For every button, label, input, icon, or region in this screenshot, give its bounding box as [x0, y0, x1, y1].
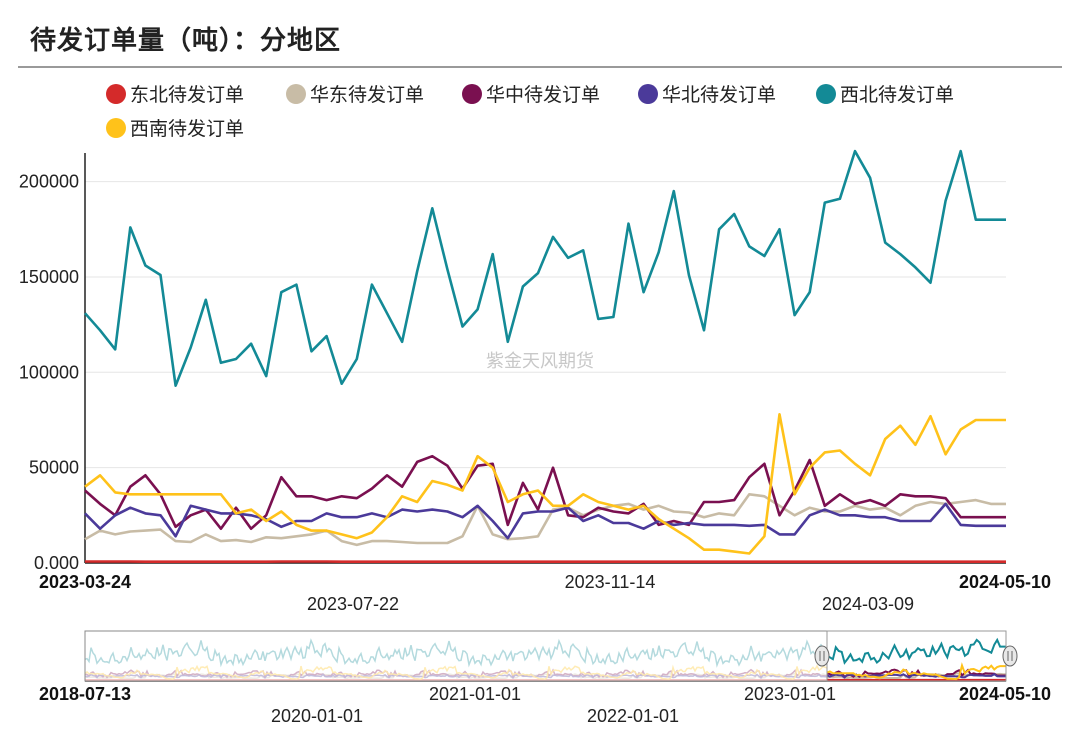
x-tick-label: 2023-11-14 — [565, 572, 656, 592]
navigator-handle-right[interactable] — [1002, 645, 1018, 667]
navigator-selected-line-5 — [826, 662, 1006, 681]
navigator-tick-label: 2022-01-01 — [587, 706, 679, 726]
legend-label: 华北待发订单 — [662, 84, 777, 106]
chart-title: 待发订单量（吨）：分地区 — [30, 26, 342, 56]
range-navigator[interactable]: 2018-07-13 2020-01-01 2021-01-01 2022-01… — [39, 630, 1051, 726]
legend-marker — [816, 83, 836, 104]
legend-marker — [638, 83, 658, 104]
legend-label: 西南待发订单 — [130, 118, 245, 140]
navigator-tick-label: 2024-05-10 — [959, 684, 1051, 704]
y-tick-label: 100000 — [19, 362, 79, 382]
navigator-mask — [84, 630, 828, 682]
series-line-4 — [84, 149, 1006, 388]
legend-marker — [286, 83, 306, 104]
navigator-tick-label: 2018-07-13 — [39, 684, 131, 704]
legend-marker — [106, 83, 126, 104]
legend-item-xinan[interactable]: 西南待发订单 — [106, 114, 244, 141]
title-divider — [18, 66, 1062, 68]
legend-marker — [462, 83, 482, 104]
y-axis-ticks: 0.000 50000 100000 150000 200000 — [19, 172, 79, 573]
legend-item-huadong[interactable]: 华东待发订单 — [286, 80, 424, 107]
legend-item-huabei[interactable]: 华北待发订单 — [638, 80, 776, 107]
navigator-selected-line-4 — [826, 637, 1006, 665]
watermark: 紫金天风期货 — [486, 351, 594, 372]
y-tick-label: 200000 — [19, 172, 79, 192]
series-line-2 — [84, 454, 1006, 531]
legend-label: 东北待发订单 — [130, 84, 245, 106]
legend-marker — [106, 117, 126, 138]
plot-area — [84, 149, 1006, 564]
y-tick-label: 150000 — [19, 267, 79, 287]
navigator-tick-label: 2020-01-01 — [271, 706, 363, 726]
navigator-handle-left[interactable] — [814, 645, 830, 667]
x-tick-label: 2023-03-24 — [39, 572, 131, 592]
grid-lines — [85, 181, 1006, 469]
legend-label: 西北待发订单 — [840, 84, 955, 106]
y-tick-label: 50000 — [29, 458, 79, 478]
navigator-tick-label: 2021-01-01 — [429, 684, 521, 704]
y-tick-label: 0.000 — [34, 553, 79, 573]
series-line-1 — [84, 492, 1006, 547]
legend-item-dongbei[interactable]: 东北待发订单 — [106, 80, 244, 107]
legend-item-huazhong[interactable]: 华中待发订单 — [462, 80, 600, 107]
x-tick-label: 2023-07-22 — [307, 594, 399, 614]
legend-label: 华东待发订单 — [310, 84, 425, 106]
legend-label: 华中待发订单 — [486, 84, 601, 106]
navigator-tick-label: 2023-01-01 — [744, 684, 836, 704]
x-tick-label: 2024-03-09 — [822, 594, 914, 614]
legend-item-xibei[interactable]: 西北待发订单 — [816, 80, 954, 107]
x-tick-label: 2024-05-10 — [959, 572, 1051, 592]
series-line-5 — [84, 412, 1006, 555]
